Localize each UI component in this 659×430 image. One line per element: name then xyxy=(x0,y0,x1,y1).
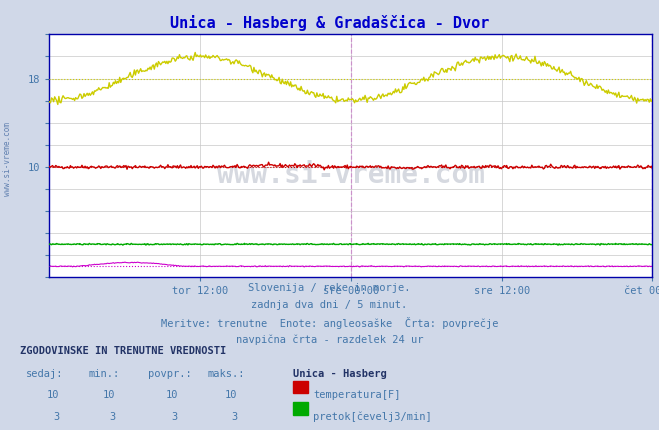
Text: sedaj:: sedaj: xyxy=(26,369,64,378)
Text: www.si-vreme.com: www.si-vreme.com xyxy=(217,161,485,189)
Text: ZGODOVINSKE IN TRENUTNE VREDNOSTI: ZGODOVINSKE IN TRENUTNE VREDNOSTI xyxy=(20,346,226,356)
Text: 10: 10 xyxy=(225,390,237,400)
Text: Meritve: trenutne  Enote: angleosaške  Črta: povprečje: Meritve: trenutne Enote: angleosaške Črt… xyxy=(161,317,498,329)
Text: temperatura[F]: temperatura[F] xyxy=(313,390,401,400)
Text: 10: 10 xyxy=(47,390,59,400)
Text: Unica - Hasberg: Unica - Hasberg xyxy=(293,369,387,378)
Text: povpr.:: povpr.: xyxy=(148,369,192,378)
Text: min.:: min.: xyxy=(89,369,120,378)
Text: 10: 10 xyxy=(103,390,115,400)
Text: 3: 3 xyxy=(53,412,59,421)
Text: 10: 10 xyxy=(165,390,178,400)
Text: 3: 3 xyxy=(172,412,178,421)
Text: 3: 3 xyxy=(109,412,115,421)
Text: zadnja dva dni / 5 minut.: zadnja dva dni / 5 minut. xyxy=(251,300,408,310)
Text: Unica - Hasberg & Gradaščica - Dvor: Unica - Hasberg & Gradaščica - Dvor xyxy=(170,15,489,31)
Text: maks.:: maks.: xyxy=(208,369,245,378)
Text: Slovenija / reke in morje.: Slovenija / reke in morje. xyxy=(248,283,411,293)
Text: 3: 3 xyxy=(231,412,237,421)
Text: navpična črta - razdelek 24 ur: navpična črta - razdelek 24 ur xyxy=(236,335,423,345)
Text: pretok[čevelj3/min]: pretok[čevelj3/min] xyxy=(313,412,432,422)
Text: www.si-vreme.com: www.si-vreme.com xyxy=(3,122,13,196)
